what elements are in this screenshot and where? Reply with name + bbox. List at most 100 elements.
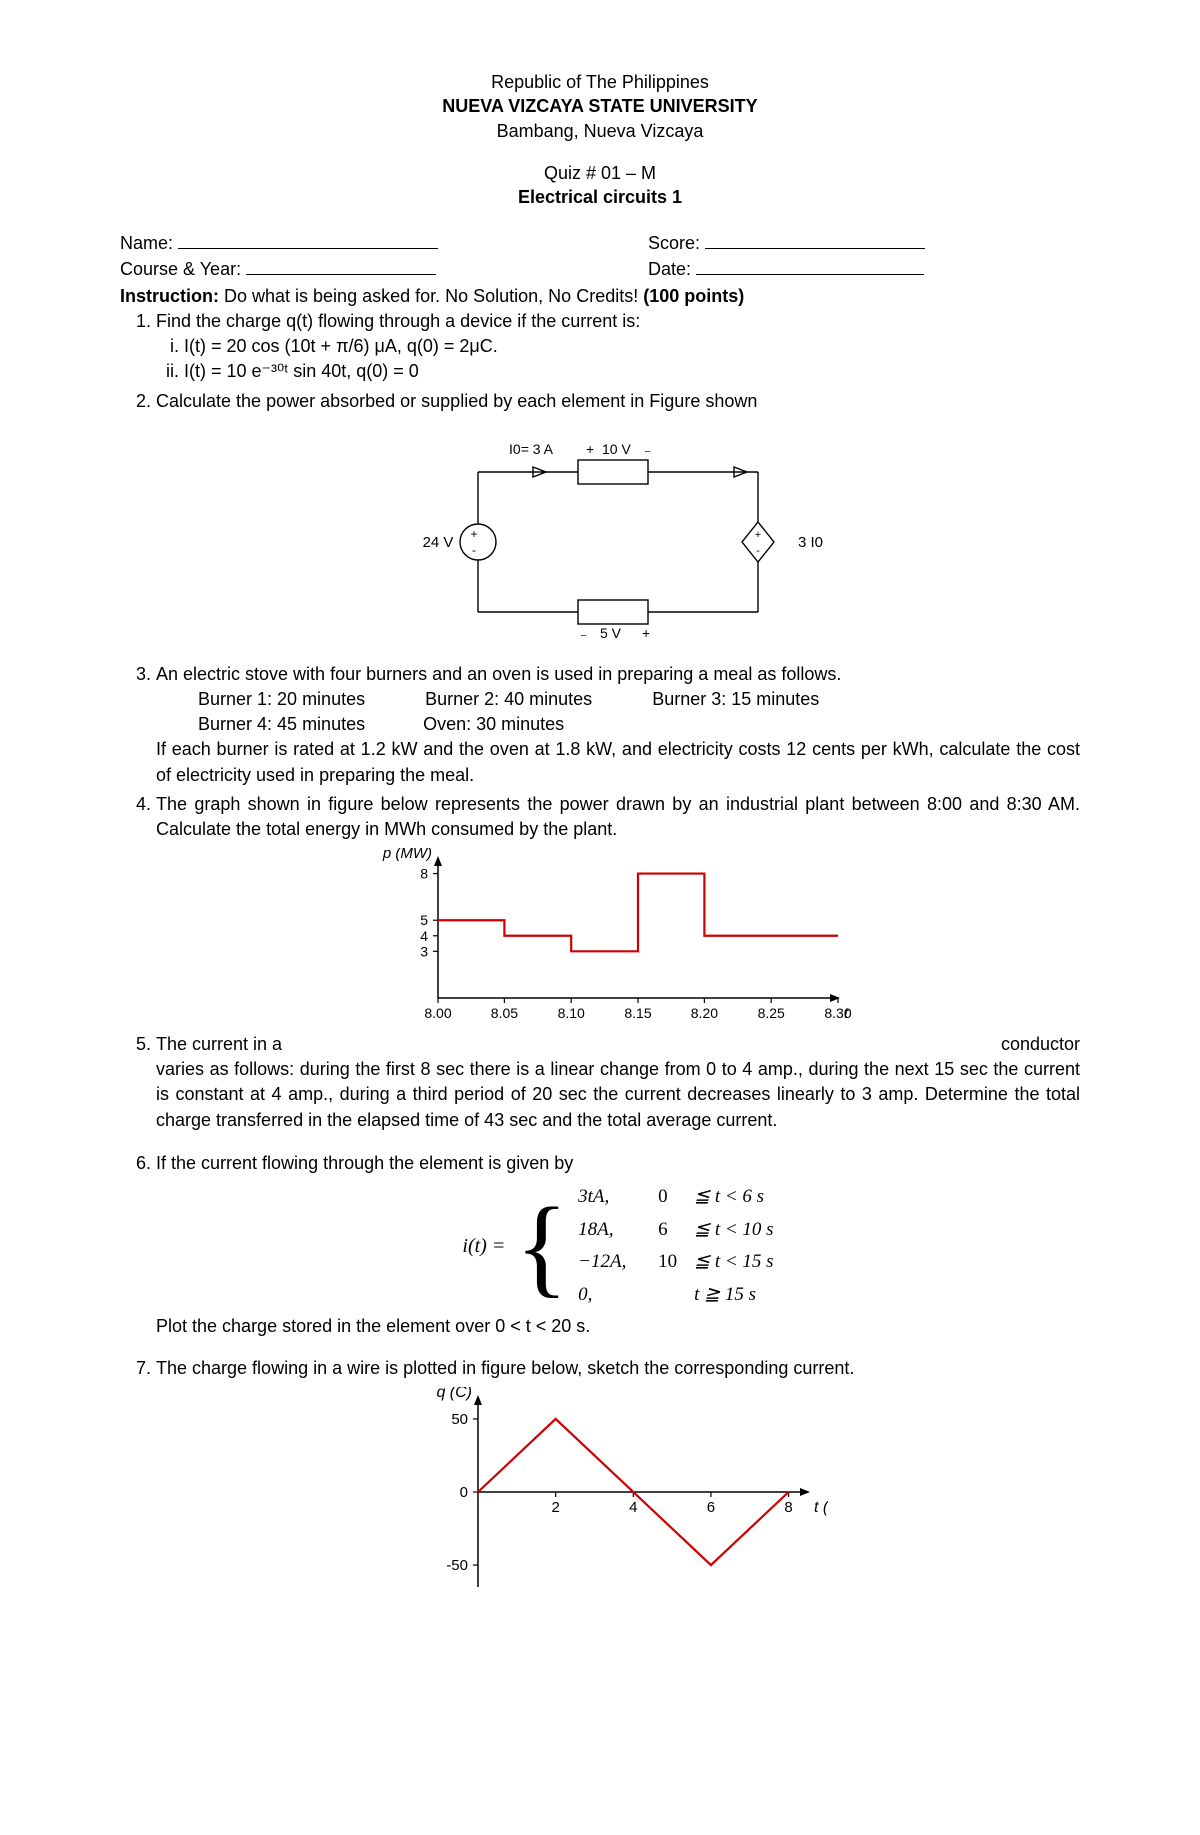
q3: An electric stove with four burners and …: [156, 662, 1080, 788]
svg-text:50: 50: [451, 1411, 468, 1428]
q3-b3: Burner 3: 15 minutes: [652, 687, 819, 712]
svg-text:5: 5: [420, 912, 428, 928]
q1-sublist: I(t) = 20 cos (10t + π/6) μA, q(0) = 2μC…: [184, 334, 1080, 384]
q3-b4: Burner 4: 45 minutes: [198, 712, 365, 737]
svg-text:8.25: 8.25: [758, 1005, 785, 1021]
svg-text:₋: ₋: [644, 441, 651, 457]
name-label: Name:: [120, 233, 173, 253]
piecewise-cell: 3tA,: [578, 1184, 658, 1211]
university-line: NUEVA VIZCAYA STATE UNIVERSITY: [120, 94, 1080, 118]
q1-i: I(t) = 20 cos (10t + π/6) μA, q(0) = 2μC…: [184, 334, 1080, 359]
piecewise-cell: ≦ t < 15 s: [694, 1249, 773, 1276]
q6: If the current flowing through the eleme…: [156, 1151, 1080, 1340]
score-blank[interactable]: [705, 231, 925, 249]
q2-circuit: + - 24 V + - 3 I0 I0= 3 A +10 V ₋ ₋ 5 V +: [156, 422, 1080, 652]
q1-text: Find the charge q(t) flowing through a d…: [156, 311, 640, 331]
svg-text:5 V: 5 V: [600, 625, 622, 641]
svg-text:₋: ₋: [580, 625, 587, 641]
page: Republic of The Philippines NUEVA VIZCAY…: [0, 0, 1200, 1835]
q2: Calculate the power absorbed or supplied…: [156, 389, 1080, 652]
svg-text:6: 6: [707, 1499, 715, 1516]
svg-text:-: -: [472, 543, 476, 557]
course-label: Course & Year:: [120, 259, 241, 279]
quiz-header: Quiz # 01 – M Electrical circuits 1: [120, 161, 1080, 210]
instruction-label: Instruction:: [120, 286, 219, 306]
svg-text:8.15: 8.15: [624, 1005, 651, 1021]
republic-line: Republic of The Philippines: [120, 70, 1080, 94]
svg-text:-50: -50: [446, 1557, 468, 1574]
q6-piecewise: i(t) ={3tA,0≦ t < 6 s18A,6≦ t < 10 s−12A…: [156, 1184, 1080, 1308]
svg-text:2: 2: [551, 1499, 559, 1516]
q6-text: If the current flowing through the eleme…: [156, 1153, 573, 1173]
q7-chart-wrap: -500502468q (C)t (s): [156, 1387, 1080, 1607]
piecewise-cell: ≦ t < 6 s: [694, 1184, 773, 1211]
q4: The graph shown in figure below represen…: [156, 792, 1080, 1028]
document-header: Republic of The Philippines NUEVA VIZCAY…: [120, 70, 1080, 143]
svg-text:3 I0: 3 I0: [798, 534, 823, 551]
q3-tail: If each burner is rated at 1.2 kW and th…: [156, 739, 1080, 784]
name-blank[interactable]: [178, 231, 438, 249]
svg-text:8.00: 8.00: [424, 1005, 451, 1021]
q1-ii: I(t) = 10 e⁻³⁰ᵗ sin 40t, q(0) = 0: [184, 359, 1080, 384]
q4-power-chart: 34588.008.058.108.158.208.258.30p (MW)t: [378, 848, 858, 1028]
question-list: Find the charge q(t) flowing through a d…: [156, 309, 1080, 1607]
q5: The current in a conductor varies as fol…: [156, 1032, 1080, 1133]
course-blank[interactable]: [246, 257, 436, 275]
piecewise-rows: 3tA,0≦ t < 6 s18A,6≦ t < 10 s−12A,10≦ t …: [578, 1184, 773, 1308]
piecewise-cell: 0: [658, 1184, 694, 1211]
subject-title: Electrical circuits 1: [120, 185, 1080, 209]
quiz-number: Quiz # 01 – M: [120, 161, 1080, 185]
q3-b2: Burner 2: 40 minutes: [425, 687, 592, 712]
piecewise-cell: 6: [658, 1217, 694, 1244]
q5-body: varies as follows: during the first 8 se…: [156, 1059, 1080, 1129]
instruction-text: Do what is being asked for. No Solution,…: [219, 286, 643, 306]
q6-tail: Plot the charge stored in the element ov…: [156, 1314, 1080, 1339]
piecewise-cell: [658, 1282, 694, 1309]
svg-text:8.20: 8.20: [691, 1005, 718, 1021]
q5-trail: conductor: [1001, 1032, 1080, 1057]
svg-text:+: +: [642, 625, 650, 641]
svg-text:8: 8: [784, 1499, 792, 1516]
q7: The charge flowing in a wire is plotted …: [156, 1356, 1080, 1607]
svg-text:10 V: 10 V: [602, 441, 631, 457]
piecewise-cell: ≦ t < 10 s: [694, 1217, 773, 1244]
piecewise-brace: {: [515, 1201, 568, 1291]
svg-text:8.05: 8.05: [491, 1005, 518, 1021]
svg-text:p (MW): p (MW): [382, 848, 432, 862]
q7-text: The charge flowing in a wire is plotted …: [156, 1358, 854, 1378]
piecewise-cell: t ≧ 15 s: [694, 1282, 773, 1309]
svg-text:+: +: [470, 527, 477, 541]
svg-text:4: 4: [629, 1499, 637, 1516]
svg-text:-: -: [756, 545, 760, 557]
svg-text:+: +: [586, 441, 594, 457]
date-blank[interactable]: [696, 257, 924, 275]
instruction-line: Instruction: Do what is being asked for.…: [120, 284, 1080, 309]
svg-text:24 V: 24 V: [423, 534, 454, 551]
date-label: Date:: [648, 259, 691, 279]
q3-oven: Oven: 30 minutes: [423, 712, 564, 737]
info-row-1: Name: Score:: [120, 231, 1080, 256]
q2-text: Calculate the power absorbed or supplied…: [156, 391, 757, 411]
piecewise-cell: 0,: [578, 1282, 658, 1309]
piecewise-cell: 10: [658, 1249, 694, 1276]
q3-row2: Burner 4: 45 minutes Oven: 30 minutes: [198, 712, 1080, 737]
svg-text:8.10: 8.10: [558, 1005, 585, 1021]
score-label: Score:: [648, 233, 700, 253]
q5-lead: The current in a: [156, 1032, 282, 1057]
q3-intro: An electric stove with four burners and …: [156, 664, 841, 684]
svg-text:+: +: [755, 529, 761, 541]
q3-row1: Burner 1: 20 minutes Burner 2: 40 minute…: [198, 687, 1080, 712]
svg-text:q (C): q (C): [436, 1387, 472, 1401]
svg-text:t (s): t (s): [814, 1499, 828, 1516]
svg-text:3: 3: [420, 943, 428, 959]
q4-chart-wrap: 34588.008.058.108.158.208.258.30p (MW)t: [156, 848, 1080, 1028]
q4-text: The graph shown in figure below represen…: [156, 794, 1080, 839]
svg-text:4: 4: [420, 928, 428, 944]
q1: Find the charge q(t) flowing through a d…: [156, 309, 1080, 385]
svg-text:8: 8: [420, 866, 428, 882]
svg-text:I0= 3 A: I0= 3 A: [509, 441, 554, 457]
piecewise-lhs: i(t) =: [462, 1232, 505, 1260]
location-line: Bambang, Nueva Vizcaya: [120, 119, 1080, 143]
info-row-2: Course & Year: Date:: [120, 257, 1080, 282]
piecewise-cell: 18A,: [578, 1217, 658, 1244]
